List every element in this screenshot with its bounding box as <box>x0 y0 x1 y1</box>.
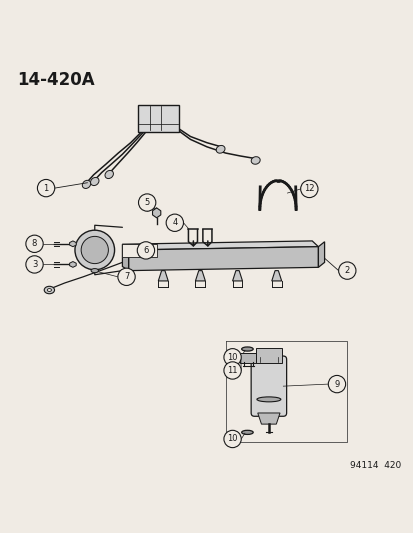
Ellipse shape <box>241 347 253 351</box>
Ellipse shape <box>251 157 259 164</box>
FancyBboxPatch shape <box>240 353 256 363</box>
Circle shape <box>81 236 108 264</box>
Polygon shape <box>69 241 76 247</box>
Polygon shape <box>195 271 205 281</box>
Circle shape <box>166 214 183 231</box>
Circle shape <box>75 230 114 270</box>
Text: 10: 10 <box>227 434 237 443</box>
Circle shape <box>300 180 317 198</box>
FancyBboxPatch shape <box>121 244 157 257</box>
Circle shape <box>138 194 155 211</box>
Polygon shape <box>128 247 318 271</box>
Ellipse shape <box>105 171 113 179</box>
Ellipse shape <box>90 177 99 185</box>
Circle shape <box>338 262 355 279</box>
Text: 2: 2 <box>344 266 349 275</box>
Circle shape <box>37 180 55 197</box>
Text: 6: 6 <box>143 246 148 255</box>
Ellipse shape <box>44 286 55 294</box>
Circle shape <box>223 349 241 366</box>
Text: 12: 12 <box>303 184 314 193</box>
Circle shape <box>137 242 154 259</box>
Ellipse shape <box>91 269 98 273</box>
Ellipse shape <box>241 430 253 434</box>
Circle shape <box>223 362 241 379</box>
Ellipse shape <box>47 288 51 292</box>
Text: 4: 4 <box>172 218 177 227</box>
Circle shape <box>118 268 135 286</box>
Polygon shape <box>232 271 242 281</box>
Text: 10: 10 <box>227 353 237 362</box>
Text: 5: 5 <box>144 198 150 207</box>
Polygon shape <box>122 241 318 250</box>
Ellipse shape <box>82 180 90 189</box>
Polygon shape <box>122 244 128 271</box>
Text: 11: 11 <box>227 366 237 375</box>
Polygon shape <box>158 271 168 281</box>
Polygon shape <box>257 413 279 424</box>
FancyBboxPatch shape <box>138 105 179 132</box>
Text: 8: 8 <box>32 239 37 248</box>
FancyBboxPatch shape <box>251 356 286 416</box>
Text: 3: 3 <box>32 260 37 269</box>
Text: 9: 9 <box>334 379 339 389</box>
Ellipse shape <box>216 146 225 153</box>
Text: 1: 1 <box>43 183 49 192</box>
Circle shape <box>26 256 43 273</box>
Text: 14-420A: 14-420A <box>17 70 95 88</box>
Polygon shape <box>318 242 324 268</box>
Text: 94114  420: 94114 420 <box>349 461 400 470</box>
Text: 7: 7 <box>123 272 129 281</box>
Circle shape <box>26 235 43 253</box>
Polygon shape <box>69 262 76 268</box>
Polygon shape <box>152 208 160 218</box>
Circle shape <box>328 375 345 393</box>
FancyBboxPatch shape <box>256 348 281 364</box>
Polygon shape <box>271 271 281 281</box>
Circle shape <box>223 430 241 448</box>
Ellipse shape <box>256 397 280 402</box>
